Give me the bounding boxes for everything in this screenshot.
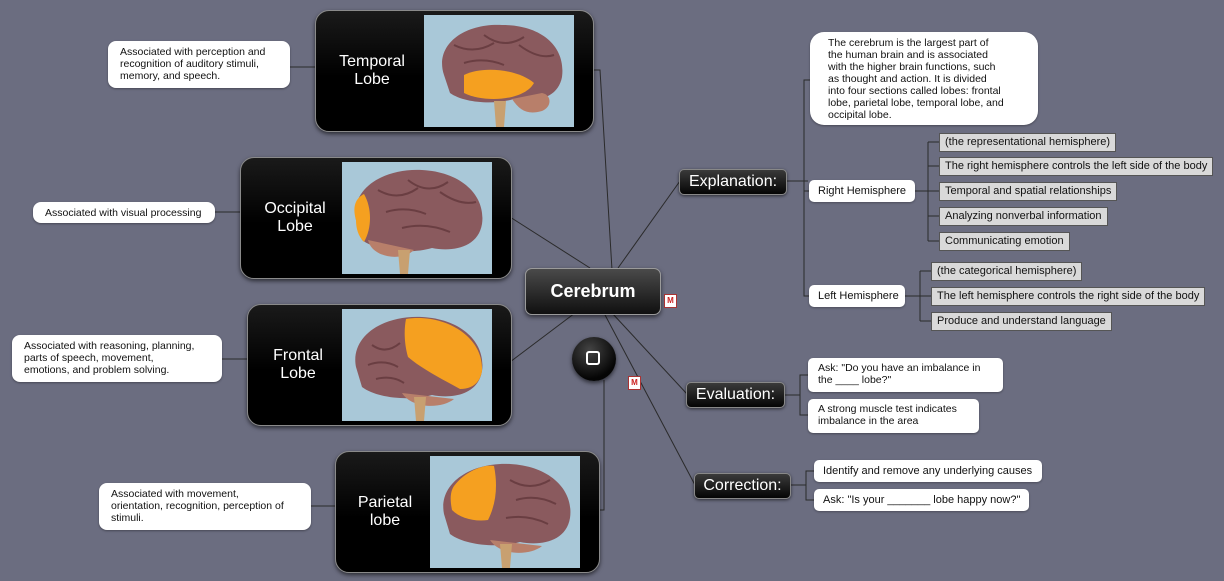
- evaluation-item[interactable]: A strong muscle test indicates imbalance…: [808, 399, 979, 433]
- right-hemisphere-item[interactable]: Communicating emotion: [939, 232, 1070, 251]
- left-hemisphere-item[interactable]: Produce and understand language: [931, 312, 1112, 331]
- lobe-note-parietal: Associated with movement, orientation, r…: [99, 483, 311, 530]
- right-hemisphere-item[interactable]: Analyzing nonverbal information: [939, 207, 1108, 226]
- lobe-label-frontal: Frontal Lobe: [273, 347, 323, 382]
- square-icon: [586, 351, 600, 365]
- topic-explanation[interactable]: Explanation:: [679, 169, 787, 195]
- lobe-label-occipital: Occipital Lobe: [264, 200, 326, 235]
- correction-item[interactable]: Ask: "Is your _______ lobe happy now?": [814, 489, 1029, 511]
- right-hemisphere-node[interactable]: Right Hemisphere: [809, 180, 915, 202]
- frontal-brain-image: [342, 309, 492, 421]
- attachment-icon[interactable]: M: [628, 376, 641, 390]
- correction-item[interactable]: Identify and remove any underlying cause…: [814, 460, 1042, 482]
- parietal-brain-image: [430, 456, 580, 568]
- explanation-note: The cerebrum is the largest part of the …: [810, 32, 1038, 125]
- lobe-card-temporal[interactable]: Temporal Lobe: [315, 10, 594, 132]
- lobe-label-temporal: Temporal Lobe: [339, 53, 405, 88]
- lobe-label-parietal: Parietal lobe: [357, 494, 413, 529]
- lobe-card-occipital[interactable]: Occipital Lobe: [240, 157, 512, 279]
- topic-evaluation[interactable]: Evaluation:: [686, 382, 785, 408]
- lobe-note-frontal: Associated with reasoning, planning, par…: [12, 335, 222, 382]
- lobe-note-temporal: Associated with perception and recogniti…: [108, 41, 290, 88]
- collapse-button[interactable]: [572, 337, 616, 381]
- right-hemisphere-item[interactable]: The right hemisphere controls the left s…: [939, 157, 1214, 176]
- occipital-brain-image: [342, 162, 492, 274]
- central-topic-cerebrum[interactable]: Cerebrum: [525, 268, 661, 315]
- lobe-note-occipital: Associated with visual processing: [33, 202, 215, 223]
- left-hemisphere-node[interactable]: Left Hemisphere: [809, 285, 905, 307]
- left-hemisphere-item[interactable]: The left hemisphere controls the right s…: [931, 287, 1206, 306]
- topic-correction[interactable]: Correction:: [694, 473, 791, 499]
- evaluation-item[interactable]: Ask: "Do you have an imbalance in the __…: [808, 358, 1003, 392]
- right-hemisphere-item[interactable]: Temporal and spatial relationships: [939, 182, 1118, 201]
- lobe-card-parietal[interactable]: Parietal lobe: [335, 451, 600, 573]
- lobe-card-frontal[interactable]: Frontal Lobe: [247, 304, 512, 426]
- right-hemisphere-item[interactable]: (the representational hemisphere): [939, 133, 1117, 152]
- attachment-icon[interactable]: M: [664, 294, 677, 308]
- left-hemisphere-item[interactable]: (the categorical hemisphere): [931, 262, 1083, 281]
- temporal-brain-image: [424, 15, 574, 127]
